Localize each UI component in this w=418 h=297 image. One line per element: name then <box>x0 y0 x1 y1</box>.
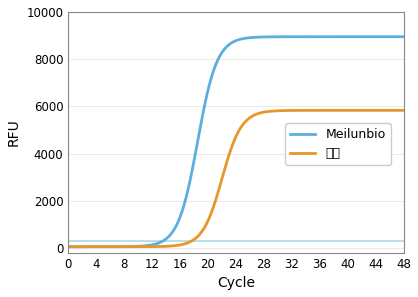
Legend: Meilunbio, 竞品: Meilunbio, 竞品 <box>285 123 391 165</box>
竞品 <box>341 109 346 112</box>
Meilunbio <box>265 35 270 39</box>
Meilunbio <box>66 245 71 249</box>
Meilunbio <box>393 35 398 39</box>
Meilunbio <box>247 36 252 40</box>
竞品 <box>225 158 230 161</box>
竞品 <box>401 109 406 112</box>
X-axis label: Cycle: Cycle <box>217 276 255 290</box>
Meilunbio <box>401 35 406 39</box>
竞品 <box>247 116 252 119</box>
竞品 <box>265 110 270 113</box>
Y-axis label: RFU: RFU <box>7 119 21 146</box>
Line: Meilunbio: Meilunbio <box>69 37 404 247</box>
竞品 <box>227 151 232 155</box>
Line: 竞品: 竞品 <box>69 110 404 247</box>
竞品 <box>393 109 398 112</box>
Meilunbio <box>341 35 346 39</box>
Meilunbio <box>227 42 232 46</box>
Meilunbio <box>225 44 230 48</box>
竞品 <box>66 245 71 249</box>
